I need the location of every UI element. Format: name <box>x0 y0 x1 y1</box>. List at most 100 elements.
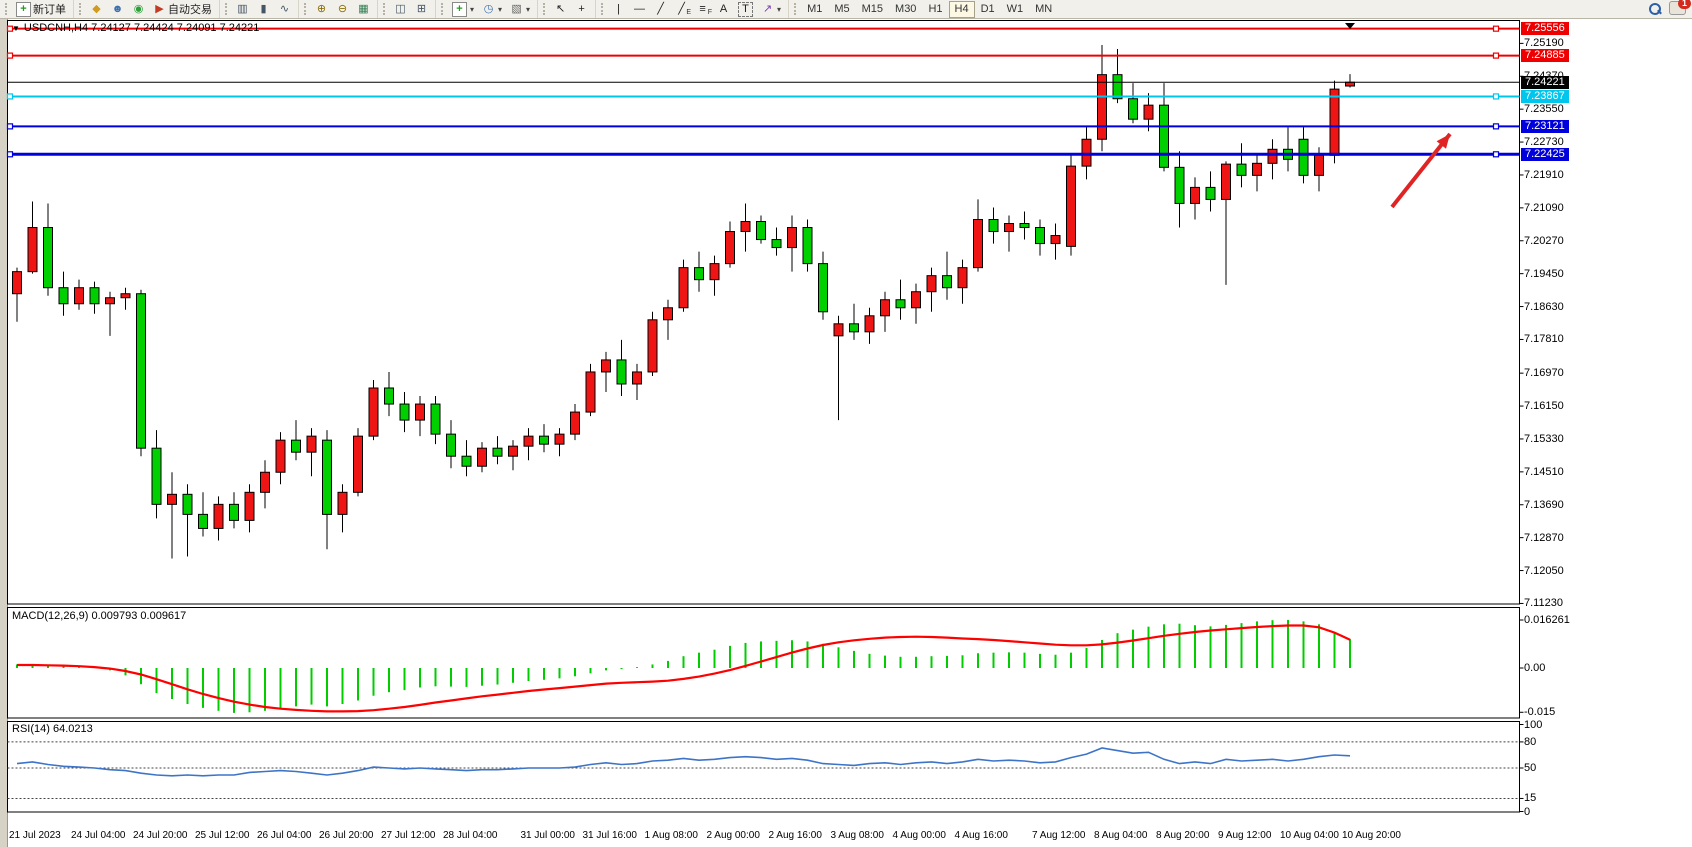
candle-body <box>291 439 301 453</box>
zoom-out-icon: ⊖ <box>337 2 348 15</box>
candle-body <box>1190 186 1200 204</box>
candle-chart-button[interactable]: ▮ <box>253 1 274 18</box>
chevron-down-icon[interactable]: ▾ <box>470 4 475 14</box>
candle-body <box>771 239 782 249</box>
fibonacci-button[interactable]: ≡ F <box>692 1 713 18</box>
timeframe-button-d1[interactable]: D1 <box>980 2 995 15</box>
price-axis-label: 7.25190 <box>1524 37 1564 50</box>
candle-body <box>477 447 487 467</box>
chart-shift-button[interactable]: ⊞ <box>411 1 432 18</box>
candle-body <box>1066 165 1076 247</box>
support-line-1-handle[interactable] <box>6 123 14 130</box>
candle-body <box>1004 223 1014 233</box>
resistance-line-2-handle[interactable] <box>6 52 14 59</box>
zoom-in-button[interactable]: ⊕ <box>311 1 332 18</box>
price-axis-label: 7.23550 <box>1524 103 1564 116</box>
bar-chart-button[interactable]: ▥ <box>232 1 253 18</box>
profile-button[interactable]: ☻ <box>107 1 128 18</box>
cyan-level-line-handle[interactable] <box>1492 93 1500 100</box>
timeframe-toolbar: M1 M5 M15 M30 H1 H4 D1 W1 MN <box>788 0 1061 18</box>
candle-body <box>1252 162 1262 176</box>
cursor-button[interactable]: ↖ <box>550 1 571 18</box>
toolbar-grip <box>441 3 446 15</box>
candle-body <box>322 439 332 515</box>
toolbar-grip <box>304 3 309 15</box>
support-line-1-handle[interactable] <box>1492 123 1500 130</box>
chevron-down-icon[interactable]: ▾ <box>777 4 782 14</box>
auto-scroll-button[interactable]: ◫ <box>390 1 411 18</box>
paint-bucket-button[interactable]: ◆ <box>86 1 107 18</box>
hline-button[interactable]: — <box>629 1 650 18</box>
chevron-down-icon[interactable]: ▾ <box>498 4 503 14</box>
resistance-line-1-handle[interactable] <box>1492 25 1500 32</box>
candle-body <box>415 403 425 421</box>
autotrade-icon: ▶ <box>155 2 164 15</box>
indicators-button[interactable]: + ▾ <box>448 1 478 18</box>
new-order-button[interactable]: + 新订单 <box>12 1 70 18</box>
signal-button[interactable]: ◉ <box>128 1 149 18</box>
text-label-button[interactable]: T <box>734 1 757 18</box>
alerts-icon[interactable]: 1 <box>1669 0 1691 15</box>
candle-body <box>802 227 813 265</box>
candle-body <box>1174 166 1185 204</box>
timeframe-button-m30[interactable]: M30 <box>895 2 917 15</box>
autotrade-button[interactable]: ▶ 自动交易 <box>149 1 216 18</box>
resistance-line-2-handle[interactable] <box>1492 52 1500 59</box>
candle-body <box>1159 104 1169 168</box>
candle-body <box>694 267 704 281</box>
trendline-icon: ╱ <box>657 2 664 15</box>
channel-button[interactable]: ╱ E <box>671 1 692 18</box>
resistance-line-1-handle[interactable] <box>6 25 14 32</box>
time-axis-label: 9 Aug 12:00 <box>1218 830 1272 841</box>
line-chart-button[interactable]: ∿ <box>274 1 295 18</box>
price-axis-label: 7.20270 <box>1524 234 1564 247</box>
search-icon[interactable] <box>1648 2 1662 15</box>
red-arrow-annotation[interactable] <box>1390 132 1452 209</box>
candle-body <box>368 387 379 437</box>
chart-symbol-title[interactable]: ▼ USDCNH,H4 7.24127 7.24424 7.24091 7.24… <box>12 22 259 34</box>
templates-button[interactable]: ▧ ▾ <box>506 1 534 18</box>
arrow-objects-button[interactable]: ↗ ▾ <box>757 1 785 18</box>
cyan-level-line-handle[interactable] <box>6 93 14 100</box>
candle-body <box>213 503 224 529</box>
timeframe-button-m1[interactable]: M1 <box>807 2 823 15</box>
candle-body <box>601 359 611 373</box>
rsi-axis-label: 100 <box>1524 718 1543 731</box>
toolbar-grip <box>543 3 548 15</box>
vline-button[interactable]: | <box>608 1 629 18</box>
trendline-button[interactable]: ╱ <box>650 1 671 18</box>
toolbar-group: ▥ ▮ ∿ <box>219 0 298 18</box>
candle-body <box>1035 227 1045 245</box>
support-line-1-price-label: 7.23121 <box>1521 119 1569 133</box>
candle-body <box>957 267 968 289</box>
pane-frame-0 <box>7 20 1520 605</box>
chevron-down-icon[interactable]: ▾ <box>526 4 531 14</box>
time-axis-label: 10 Aug 20:00 <box>1342 830 1401 841</box>
candle-body <box>1019 223 1030 229</box>
text-button[interactable]: A <box>713 1 734 18</box>
timeframe-button-mn[interactable]: MN <box>1035 2 1053 15</box>
timeframe-button-h1[interactable]: H1 <box>928 2 943 15</box>
macd-axis-label: -0.015 <box>1524 706 1556 719</box>
rsi-line <box>16 747 1351 777</box>
timeframe-button-m5[interactable]: M5 <box>834 2 850 15</box>
crosshair-button[interactable]: + <box>571 1 592 18</box>
periods-button[interactable]: ◷ ▾ <box>478 1 506 18</box>
support-line-2-handle[interactable] <box>1492 151 1500 158</box>
price-axis-label: 7.21090 <box>1524 201 1564 214</box>
timeframe-button-w1[interactable]: W1 <box>1006 2 1024 15</box>
candle-body <box>1143 104 1154 120</box>
candle-body <box>105 297 115 305</box>
timeframe-button-m15[interactable]: M15 <box>861 2 884 15</box>
zoom-out-button[interactable]: ⊖ <box>332 1 353 18</box>
candle-body <box>740 221 751 233</box>
symbol-dropdown-icon[interactable]: ▼ <box>12 23 20 33</box>
time-axis-label: 24 Jul 04:00 <box>71 830 126 841</box>
support-line-2-handle[interactable] <box>6 151 14 158</box>
candle-body <box>167 493 177 505</box>
candle-body <box>678 267 689 309</box>
timeframe-button-h4[interactable]: H4 <box>948 0 975 18</box>
tile-windows-button[interactable]: ▦ <box>353 1 374 18</box>
price-axis-label: 7.14510 <box>1524 465 1564 478</box>
